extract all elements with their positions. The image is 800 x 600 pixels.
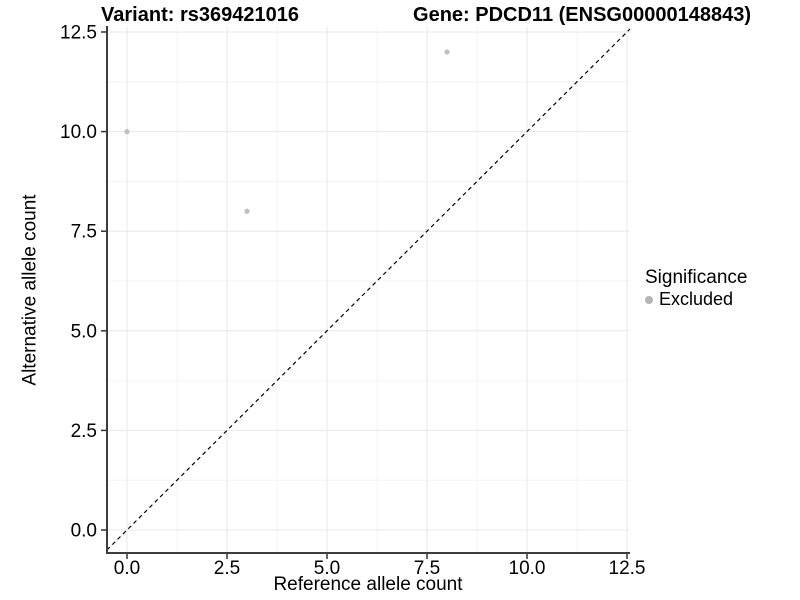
legend-item-label: Excluded [659,289,734,309]
x-tick-label: 10.0 [509,558,546,579]
legend-item-excluded: Excluded [645,289,800,310]
y-tick-label: 5.0 [71,321,97,342]
data-point [124,129,130,135]
data-point [244,208,250,214]
data-point [444,49,450,55]
y-tick-label: 10.0 [60,122,97,143]
plot-title-gene: Gene: PDCD11 (ENSG00000148843) [413,4,751,26]
y-tick-label: 2.5 [71,421,97,442]
plot-title-variant: Variant: rs369421016 [101,4,299,26]
x-tick-label: 5.0 [314,558,340,579]
x-axis-title: Reference allele count [273,574,463,595]
legend-title: Significance [645,267,748,288]
x-tick-label: 2.5 [214,558,240,579]
y-axis-title: Alternative allele count [19,194,41,386]
legend-point-swatch [645,295,653,304]
x-tick-label: 12.5 [609,558,646,579]
x-tick-label: 7.5 [414,558,440,579]
y-tick-label: 7.5 [71,222,97,243]
x-tick-label: 0.0 [114,558,140,579]
y-tick-label: 0.0 [71,521,97,542]
y-tick-label: 12.5 [60,23,97,44]
identity-reference-line [106,28,631,551]
legend: Significance Excluded [645,266,800,310]
